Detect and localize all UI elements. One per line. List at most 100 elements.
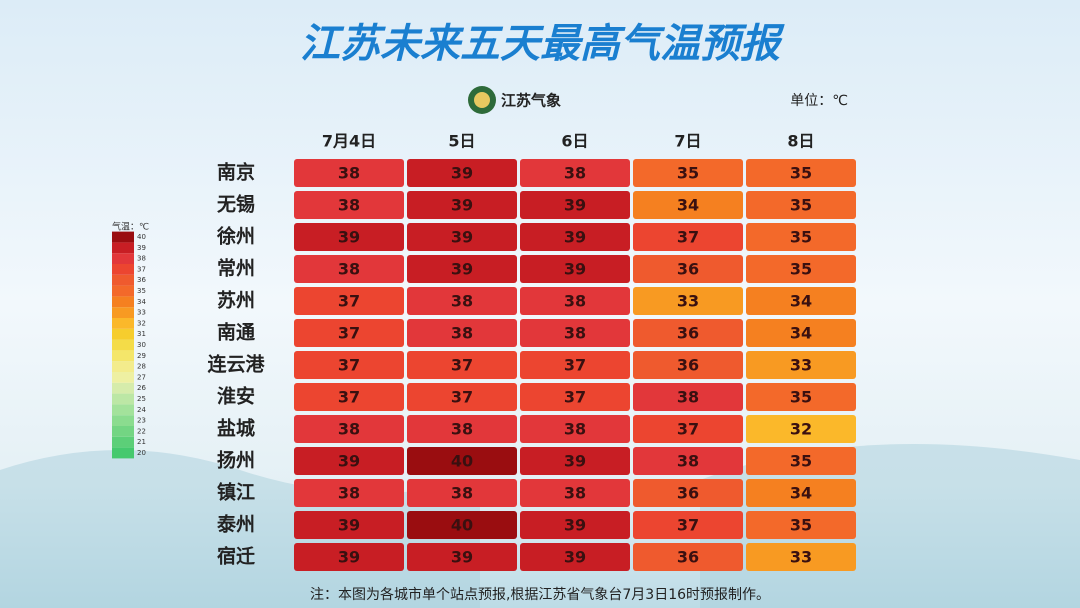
- cell-label: 39: [564, 548, 586, 567]
- colorbar-tick-label: 25: [137, 395, 146, 403]
- heat-cell: [294, 159, 404, 187]
- cell-label: 37: [677, 516, 699, 535]
- heat-cell: [520, 223, 630, 251]
- cell-label: 38: [564, 420, 586, 439]
- heat-cell: [633, 255, 743, 283]
- heat-cell: [294, 351, 404, 379]
- row-label: 南京: [217, 161, 255, 184]
- heat-cell: [294, 223, 404, 251]
- cell-label: 33: [790, 356, 812, 375]
- cell-label: 37: [677, 228, 699, 247]
- colorbar-segment: [112, 231, 134, 243]
- cell-label: 39: [564, 260, 586, 279]
- logo-text: 江苏气象: [501, 92, 561, 110]
- heat-cell: [294, 383, 404, 411]
- colorbar-segment: [112, 285, 134, 297]
- colorbar-tick-label: 20: [137, 449, 146, 457]
- cell-label: 38: [338, 420, 360, 439]
- cell-label: 39: [564, 452, 586, 471]
- cell-label: 37: [677, 420, 699, 439]
- colorbar-tick-label: 32: [137, 319, 146, 327]
- cell-label: 38: [564, 164, 586, 183]
- colorbar-tick-label: 21: [137, 438, 146, 446]
- heat-cell: [633, 415, 743, 443]
- heat-cell: [407, 287, 517, 315]
- cell-label: 34: [790, 324, 812, 343]
- cell-label: 38: [677, 452, 699, 471]
- cell-label: 35: [790, 228, 812, 247]
- colorbar-tick-label: 30: [137, 341, 146, 349]
- cell-label: 35: [790, 196, 812, 215]
- heat-cell: [633, 287, 743, 315]
- colorbar-segment: [112, 361, 134, 372]
- heat-cell: [407, 159, 517, 187]
- heat-cell: [746, 191, 856, 219]
- heat-cell: [294, 511, 404, 539]
- colorbar-tick-label: 31: [137, 330, 146, 338]
- heat-cell: [746, 383, 856, 411]
- cell-label: 33: [677, 292, 699, 311]
- colorbar-tick-label: 39: [137, 244, 146, 252]
- cell-label: 39: [451, 548, 473, 567]
- cell-label: 36: [677, 260, 699, 279]
- colorbar-segment: [112, 436, 134, 448]
- heat-cell: [633, 159, 743, 187]
- heat-cell: [407, 191, 517, 219]
- cell-label: 39: [338, 516, 360, 535]
- colorbar-segment: [112, 253, 134, 264]
- heat-cell: [746, 543, 856, 571]
- colorbar-segment: [112, 274, 134, 286]
- heat-cell: [294, 191, 404, 219]
- colorbar-segment: [112, 318, 134, 329]
- colorbar-segment: [112, 307, 134, 318]
- heat-cell: [520, 287, 630, 315]
- cell-label: 38: [338, 484, 360, 503]
- row-label: 连云港: [207, 353, 265, 376]
- row-label: 无锡: [217, 193, 255, 216]
- heat-cell: [294, 255, 404, 283]
- heat-cell: [746, 255, 856, 283]
- colorbar-segment: [112, 404, 134, 416]
- heat-cell: [294, 287, 404, 315]
- heat-cell: [633, 319, 743, 347]
- row-label: 扬州: [217, 449, 255, 472]
- heat-cell: [520, 191, 630, 219]
- heat-cell: [407, 223, 517, 251]
- heat-cell: [294, 543, 404, 571]
- cell-label: 38: [338, 164, 360, 183]
- heat-cell: [407, 255, 517, 283]
- cell-label: 40: [451, 516, 473, 535]
- heat-cell: [407, 511, 517, 539]
- heat-cell: [520, 319, 630, 347]
- cell-label: 35: [790, 164, 812, 183]
- colorbar-tick-label: 26: [137, 384, 146, 392]
- cell-label: 36: [677, 356, 699, 375]
- heat-cell: [520, 543, 630, 571]
- cell-label: 33: [790, 548, 812, 567]
- colorbar-segment: [112, 339, 134, 351]
- heat-cell: [633, 383, 743, 411]
- heat-cell: [633, 447, 743, 475]
- heat-cell: [633, 479, 743, 507]
- cell-label: 38: [677, 388, 699, 407]
- heat-cell: [633, 191, 743, 219]
- heat-cell: [407, 383, 517, 411]
- cell-label: 39: [451, 260, 473, 279]
- heat-cell: [294, 415, 404, 443]
- colorbar-tick-label: 36: [137, 276, 146, 284]
- colorbar-segment: [112, 350, 134, 362]
- column-header: 8日: [787, 132, 814, 151]
- row-label: 镇江: [217, 481, 255, 504]
- cell-label: 37: [451, 356, 473, 375]
- heat-cell: [520, 159, 630, 187]
- heat-cell: [520, 511, 630, 539]
- colorbar-tick-label: 35: [137, 287, 146, 295]
- heat-cell: [520, 351, 630, 379]
- heat-cell: [746, 447, 856, 475]
- cell-label: 37: [564, 388, 586, 407]
- cell-label: 37: [338, 292, 360, 311]
- column-header: 7日: [674, 132, 701, 151]
- cell-label: 39: [451, 196, 473, 215]
- heat-cell: [294, 479, 404, 507]
- heat-cell: [633, 223, 743, 251]
